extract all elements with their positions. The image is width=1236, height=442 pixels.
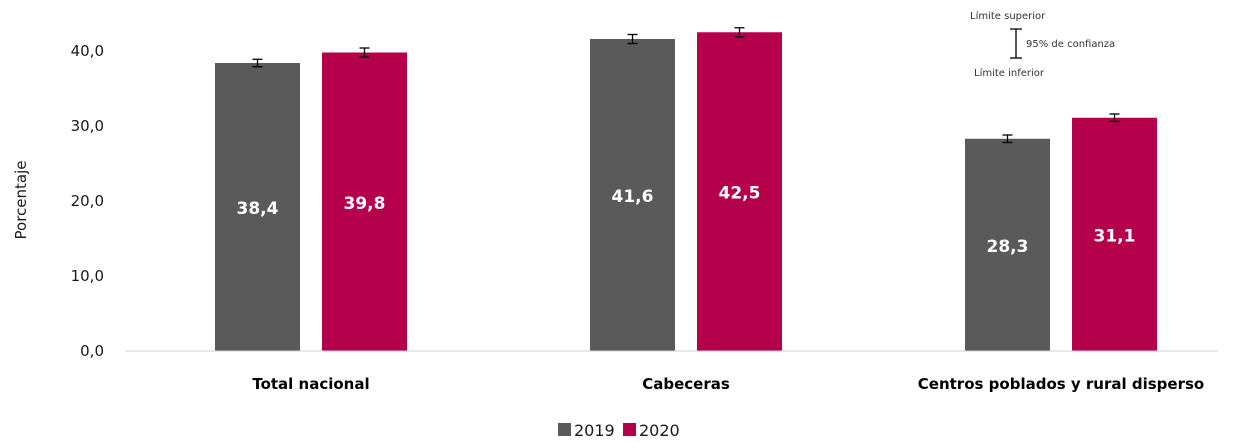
annotation-lower-label: Límite inferior [974,67,1045,79]
data-label: 39,8 [344,194,386,214]
category-label: Cabeceras [642,375,730,393]
y-tick-label: 0,0 [80,342,104,360]
y-tick-label: 20,0 [71,192,104,210]
annotation-upper-label: Límite superior [970,10,1046,22]
y-tick-label: 10,0 [71,267,104,285]
y-tick-label: 30,0 [71,117,104,135]
legend-swatch-2020 [623,423,636,436]
bar-2020 [697,32,782,351]
confidence-annotation: Límite superior 95% de confianza Límite … [970,10,1115,79]
category-label: Total nacional [252,375,369,393]
annotation-middle-label: 95% de confianza [1026,39,1115,50]
bar-2019 [590,39,675,351]
y-axis-ticks: 0,0 10,0 20,0 30,0 40,0 [71,42,104,360]
bar-2020 [1072,117,1157,351]
y-axis-label: Porcentaje [12,161,30,240]
bars-group: 38,4 39,8 41,6 42,5 28,3 31,1 [215,27,1157,351]
data-label: 28,3 [987,237,1029,257]
data-label: 41,6 [612,187,654,207]
bar-2019 [965,138,1050,351]
legend-swatch-2019 [558,423,571,436]
legend-label-2020: 2020 [639,421,680,440]
legend-label-2019: 2019 [574,421,615,440]
legend: 2019 2020 [558,421,680,440]
category-labels: Total nacional Cabeceras Centros poblados … [252,375,1204,393]
bar-2019 [215,63,300,351]
y-tick-label: 40,0 [71,42,104,60]
data-label: 31,1 [1094,226,1136,246]
category-label: Centros poblados y rural disperso [918,375,1204,393]
data-label: 42,5 [719,184,761,204]
data-label: 38,4 [237,199,279,219]
bar-2020 [322,52,407,351]
